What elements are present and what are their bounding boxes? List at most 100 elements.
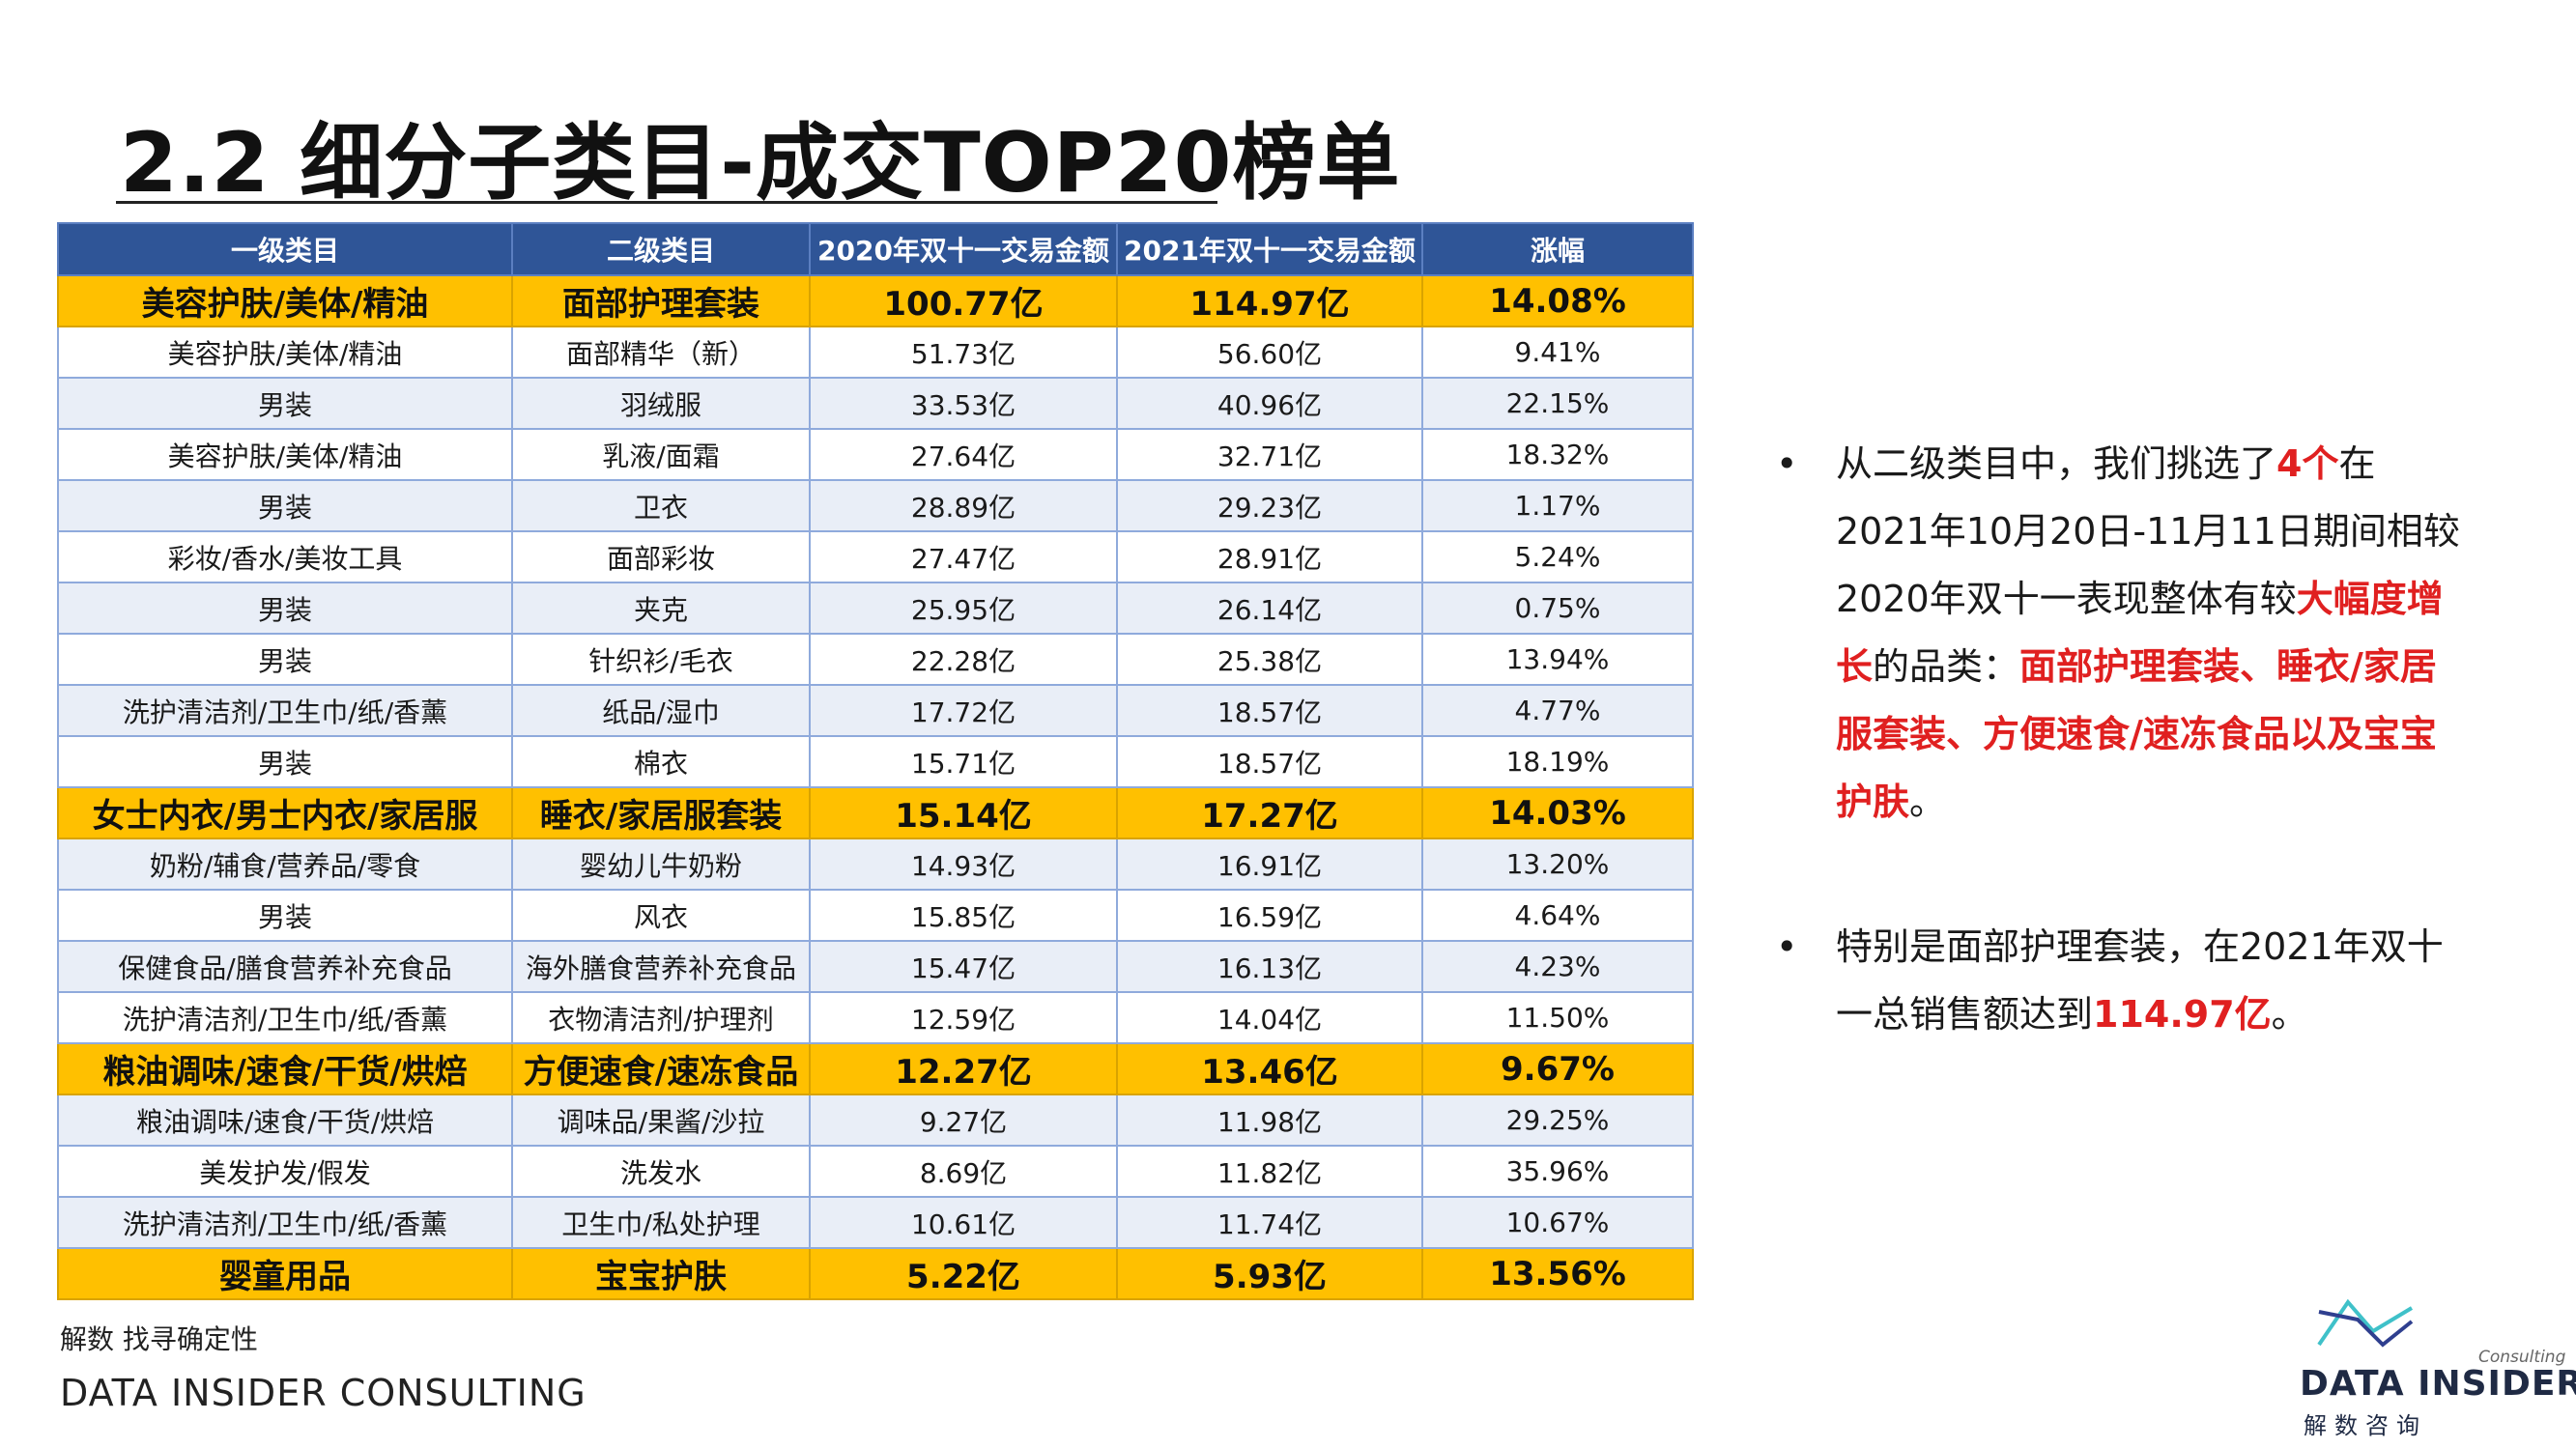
table-row: 男装 卫衣 28.89亿 29.23亿 1.17% — [57, 479, 1694, 532]
ranking-table: 一级类目 二级类目 2020年双十一交易金额 2021年双十一交易金额 涨幅 美… — [57, 222, 1694, 1300]
table-row: 男装 风衣 15.85亿 16.59亿 4.64% — [57, 889, 1694, 942]
cell-level1-category: 粮油调味/速食/干货/烘焙 — [57, 1042, 513, 1095]
cell-2021-amount: 29.23亿 — [1116, 479, 1423, 532]
cell-2021-amount: 11.82亿 — [1116, 1145, 1423, 1198]
cell-2020-amount: 15.14亿 — [809, 786, 1118, 839]
header-level1-category: 一级类目 — [57, 222, 513, 276]
cell-growth: 13.20% — [1421, 838, 1694, 891]
cell-level1-category: 男装 — [57, 479, 513, 532]
cell-2021-amount: 114.97亿 — [1116, 274, 1423, 327]
cell-level2-category: 婴幼儿牛奶粉 — [511, 838, 811, 891]
cell-level2-category: 方便速食/速冻食品 — [511, 1042, 811, 1095]
cell-2021-amount: 26.14亿 — [1116, 582, 1423, 635]
bullet-dot-icon: • — [1776, 442, 1798, 485]
cell-level2-category: 睡衣/家居服套装 — [511, 786, 811, 839]
ranking-table-container: 一级类目 二级类目 2020年双十一交易金额 2021年双十一交易金额 涨幅 美… — [57, 222, 1694, 1300]
cell-2021-amount: 11.98亿 — [1116, 1094, 1423, 1147]
cell-growth: 1.17% — [1421, 479, 1694, 532]
cell-2020-amount: 33.53亿 — [809, 377, 1118, 430]
table-body: 美容护肤/美体/精油 面部护理套装 100.77亿 114.97亿 14.08% 美容护肤… — [57, 274, 1694, 1300]
cell-level2-category: 针织衫/毛衣 — [511, 633, 811, 686]
cell-2020-amount: 22.28亿 — [809, 633, 1118, 686]
table-row: 保健食品/膳食营养补充食品 海外膳食营养补充食品 15.47亿 16.13亿 4.23% — [57, 940, 1694, 993]
cell-2021-amount: 16.59亿 — [1116, 889, 1423, 942]
cell-level2-category: 海外膳食营养补充食品 — [511, 940, 811, 993]
insight-bullets: • 从二级类目中，我们挑选了4个在2021年10月20日-11月11日期间相较2… — [1768, 430, 2464, 1048]
cell-2021-amount: 56.60亿 — [1116, 326, 1423, 379]
cell-2020-amount: 15.71亿 — [809, 735, 1118, 788]
logo-chinese-text: 解数咨询 — [2304, 1412, 2427, 1439]
cell-level1-category: 粮油调味/速食/干货/烘焙 — [57, 1094, 513, 1147]
cell-2020-amount: 15.85亿 — [809, 889, 1118, 942]
cell-level2-category: 风衣 — [511, 889, 811, 942]
cell-level2-category: 乳液/面霜 — [511, 428, 811, 481]
header-growth: 涨幅 — [1421, 222, 1694, 276]
table-row: 美发护发/假发 洗发水 8.69亿 11.82亿 35.96% — [57, 1145, 1694, 1198]
cell-level1-category: 女士内衣/男士内衣/家居服 — [57, 786, 513, 839]
cell-growth: 22.15% — [1421, 377, 1694, 430]
table-row: 男装 针织衫/毛衣 22.28亿 25.38亿 13.94% — [57, 633, 1694, 686]
cell-2020-amount: 51.73亿 — [809, 326, 1118, 379]
cell-2021-amount: 28.91亿 — [1116, 530, 1423, 583]
cell-level1-category: 男装 — [57, 377, 513, 430]
logo-brand-text: DATA INSIDER — [2300, 1364, 2576, 1404]
cell-growth: 4.64% — [1421, 889, 1694, 942]
cell-2021-amount: 14.04亿 — [1116, 991, 1423, 1044]
cell-growth: 18.19% — [1421, 735, 1694, 788]
cell-level1-category: 奶粉/辅食/营养品/零食 — [57, 838, 513, 891]
cell-level1-category: 男装 — [57, 889, 513, 942]
cell-2021-amount: 18.57亿 — [1116, 735, 1423, 788]
logo-tagline: Consulting — [2478, 1348, 2566, 1367]
cell-level2-category: 面部护理套装 — [511, 274, 811, 327]
cell-level1-category: 洗护清洁剂/卫生巾/纸/香薰 — [57, 1196, 513, 1249]
logo-mark-icon — [2317, 1298, 2414, 1348]
table-row: 美容护肤/美体/精油 乳液/面霜 27.64亿 32.71亿 18.32% — [57, 428, 1694, 481]
header-2020-amount: 2020年双十一交易金额 — [809, 222, 1118, 276]
cell-level1-category: 美容护肤/美体/精油 — [57, 326, 513, 379]
cell-level1-category: 婴童用品 — [57, 1247, 513, 1300]
cell-level1-category: 男装 — [57, 735, 513, 788]
cell-2020-amount: 27.64亿 — [809, 428, 1118, 481]
table-row: 男装 棉衣 15.71亿 18.57亿 18.19% — [57, 735, 1694, 788]
cell-growth: 0.75% — [1421, 582, 1694, 635]
table-row-highlighted: 女士内衣/男士内衣/家居服 睡衣/家居服套装 15.14亿 17.27亿 14.03% — [57, 786, 1694, 839]
cell-level2-category: 衣物清洁剂/护理剂 — [511, 991, 811, 1044]
page-title: 2.2 细分子类目-成交TOP20榜单 — [120, 115, 1401, 212]
cell-level1-category: 彩妆/香水/美妆工具 — [57, 530, 513, 583]
cell-2021-amount: 5.93亿 — [1116, 1247, 1423, 1300]
cell-growth: 5.24% — [1421, 530, 1694, 583]
table-row-highlighted: 美容护肤/美体/精油 面部护理套装 100.77亿 114.97亿 14.08% — [57, 274, 1694, 327]
cell-level2-category: 羽绒服 — [511, 377, 811, 430]
cell-level1-category: 男装 — [57, 633, 513, 686]
cell-level1-category: 保健食品/膳食营养补充食品 — [57, 940, 513, 993]
table-row: 粮油调味/速食/干货/烘焙 调味品/果酱/沙拉 9.27亿 11.98亿 29.25% — [57, 1094, 1694, 1147]
cell-2020-amount: 14.93亿 — [809, 838, 1118, 891]
cell-2020-amount: 25.95亿 — [809, 582, 1118, 635]
cell-level2-category: 纸品/湿巾 — [511, 684, 811, 737]
cell-level1-category: 男装 — [57, 582, 513, 635]
table-row: 男装 夹克 25.95亿 26.14亿 0.75% — [57, 582, 1694, 635]
cell-2020-amount: 12.27亿 — [809, 1042, 1118, 1095]
company-logo: Consulting DATA INSIDER 解数咨询 — [2300, 1294, 2576, 1439]
cell-growth: 10.67% — [1421, 1196, 1694, 1249]
cell-level1-category: 美发护发/假发 — [57, 1145, 513, 1198]
cell-level1-category: 洗护清洁剂/卫生巾/纸/香薰 — [57, 684, 513, 737]
cell-level2-category: 夹克 — [511, 582, 811, 635]
cell-growth: 14.08% — [1421, 274, 1694, 327]
cell-2020-amount: 28.89亿 — [809, 479, 1118, 532]
table-row: 奶粉/辅食/营养品/零食 婴幼儿牛奶粉 14.93亿 16.91亿 13.20% — [57, 838, 1694, 891]
cell-growth: 4.23% — [1421, 940, 1694, 993]
header-level2-category: 二级类目 — [511, 222, 811, 276]
footer-company: DATA INSIDER CONSULTING — [60, 1372, 587, 1414]
cell-2020-amount: 27.47亿 — [809, 530, 1118, 583]
cell-2020-amount: 9.27亿 — [809, 1094, 1118, 1147]
table-row: 美容护肤/美体/精油 面部精华（新） 51.73亿 56.60亿 9.41% — [57, 326, 1694, 379]
cell-growth: 35.96% — [1421, 1145, 1694, 1198]
table-row: 彩妆/香水/美妆工具 面部彩妆 27.47亿 28.91亿 5.24% — [57, 530, 1694, 583]
cell-2020-amount: 100.77亿 — [809, 274, 1118, 327]
cell-2021-amount: 11.74亿 — [1116, 1196, 1423, 1249]
cell-growth: 13.94% — [1421, 633, 1694, 686]
cell-level2-category: 宝宝护肤 — [511, 1247, 811, 1300]
cell-2020-amount: 10.61亿 — [809, 1196, 1118, 1249]
cell-2020-amount: 8.69亿 — [809, 1145, 1118, 1198]
